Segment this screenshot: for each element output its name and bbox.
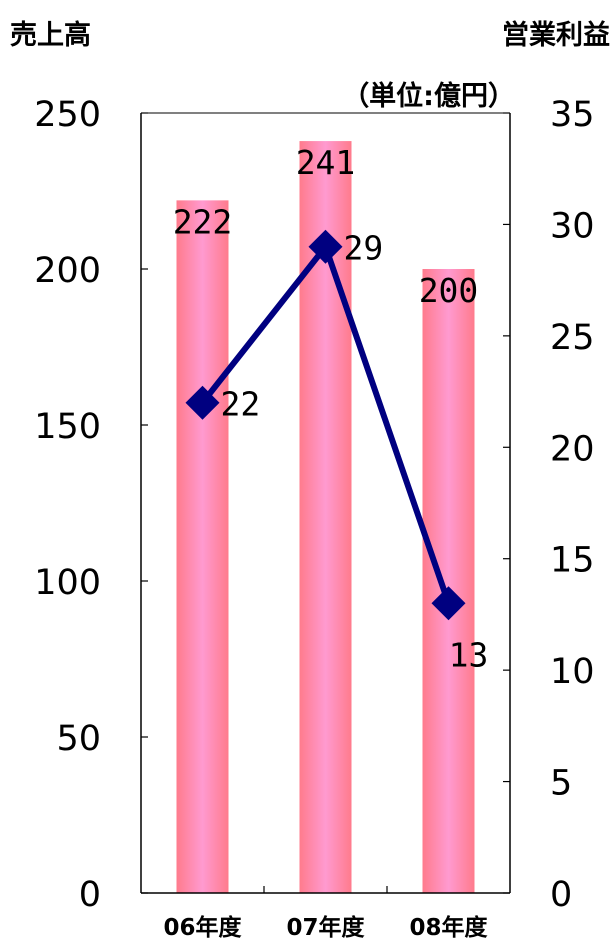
left-tick-label: 150 [34,407,101,447]
left-tick-label: 100 [34,563,101,603]
right-axis-title: 営業利益 [502,19,610,51]
line-value-label: 13 [449,635,489,674]
right-tick-label: 30 [550,206,595,246]
right-tick-label: 25 [550,318,595,358]
bar-value-label: 241 [296,143,356,182]
tick-labels: 0 50 100 150 200 250 0 5 10 15 20 25 30 35 06年度 07年度 08年… [34,95,594,941]
bar-1 [176,200,229,894]
bar-3 [422,269,475,893]
left-tick-label: 250 [34,95,101,135]
x-category-label: 07年度 [286,914,365,941]
x-category-label: 06年度 [163,914,242,941]
left-tick-label: 50 [56,719,101,759]
unit-label: （単位:億円） [342,80,515,112]
right-tick-label: 5 [550,764,572,804]
bar-value-label: 222 [173,202,233,241]
right-tick-label: 15 [550,541,595,581]
line-value-label: 29 [344,229,384,268]
axes [140,112,511,894]
right-tick-label: 35 [550,95,595,135]
line-series [185,229,466,621]
left-tick-label: 200 [34,251,101,291]
left-tick-label: 0 [79,875,101,915]
line-marker-2 [308,229,343,264]
x-category-label: 08年度 [409,914,488,941]
right-tick-label: 10 [550,652,595,692]
line-value-label: 22 [221,385,261,424]
line-marker-3 [431,586,466,621]
line-marker-1 [185,385,220,420]
right-tick-label: 0 [550,875,572,915]
right-tick-label: 20 [550,429,595,469]
bar-value-label: 200 [419,271,479,310]
left-axis-title: 売上高 [10,19,91,51]
data-labels: 222 241 200 22 29 13 [173,143,489,674]
